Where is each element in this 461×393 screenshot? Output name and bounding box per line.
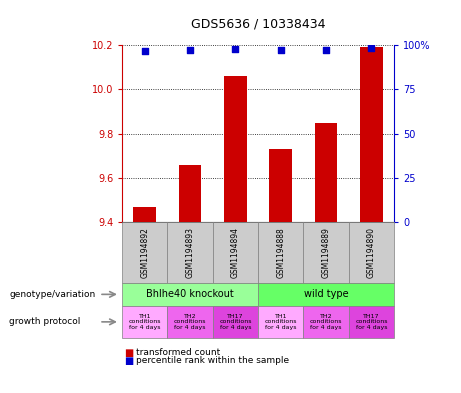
Text: ■: ■ [124, 356, 134, 366]
Point [322, 46, 330, 53]
Bar [224, 76, 247, 222]
Point [368, 45, 375, 51]
Text: GSM1194888: GSM1194888 [276, 227, 285, 278]
Text: TH2
conditions
for 4 days: TH2 conditions for 4 days [174, 314, 207, 330]
Text: GSM1194892: GSM1194892 [140, 227, 149, 278]
Bar [134, 207, 156, 222]
Bar [315, 123, 337, 222]
Text: TH17
conditions
for 4 days: TH17 conditions for 4 days [355, 314, 388, 330]
Text: TH2
conditions
for 4 days: TH2 conditions for 4 days [310, 314, 343, 330]
Text: GSM1194893: GSM1194893 [186, 227, 195, 278]
Point [277, 47, 284, 53]
Text: genotype/variation: genotype/variation [9, 290, 95, 299]
Point [141, 47, 148, 53]
Text: growth protocol: growth protocol [9, 318, 81, 326]
Text: wild type: wild type [304, 289, 349, 299]
Text: GSM1194894: GSM1194894 [231, 227, 240, 278]
Text: GSM1194889: GSM1194889 [322, 227, 331, 278]
Text: TH1
conditions
for 4 days: TH1 conditions for 4 days [265, 314, 297, 330]
Text: percentile rank within the sample: percentile rank within the sample [136, 356, 289, 365]
Text: transformed count: transformed count [136, 349, 220, 357]
Point [186, 46, 194, 53]
Text: GDS5636 / 10338434: GDS5636 / 10338434 [191, 17, 325, 30]
Text: TH1
conditions
for 4 days: TH1 conditions for 4 days [129, 314, 161, 330]
Point [232, 46, 239, 52]
Bar [270, 149, 292, 222]
Text: TH17
conditions
for 4 days: TH17 conditions for 4 days [219, 314, 252, 330]
Bar [360, 48, 383, 222]
Text: ■: ■ [124, 348, 134, 358]
Bar [179, 165, 201, 222]
Text: Bhlhe40 knockout: Bhlhe40 knockout [146, 289, 234, 299]
Text: GSM1194890: GSM1194890 [367, 227, 376, 278]
